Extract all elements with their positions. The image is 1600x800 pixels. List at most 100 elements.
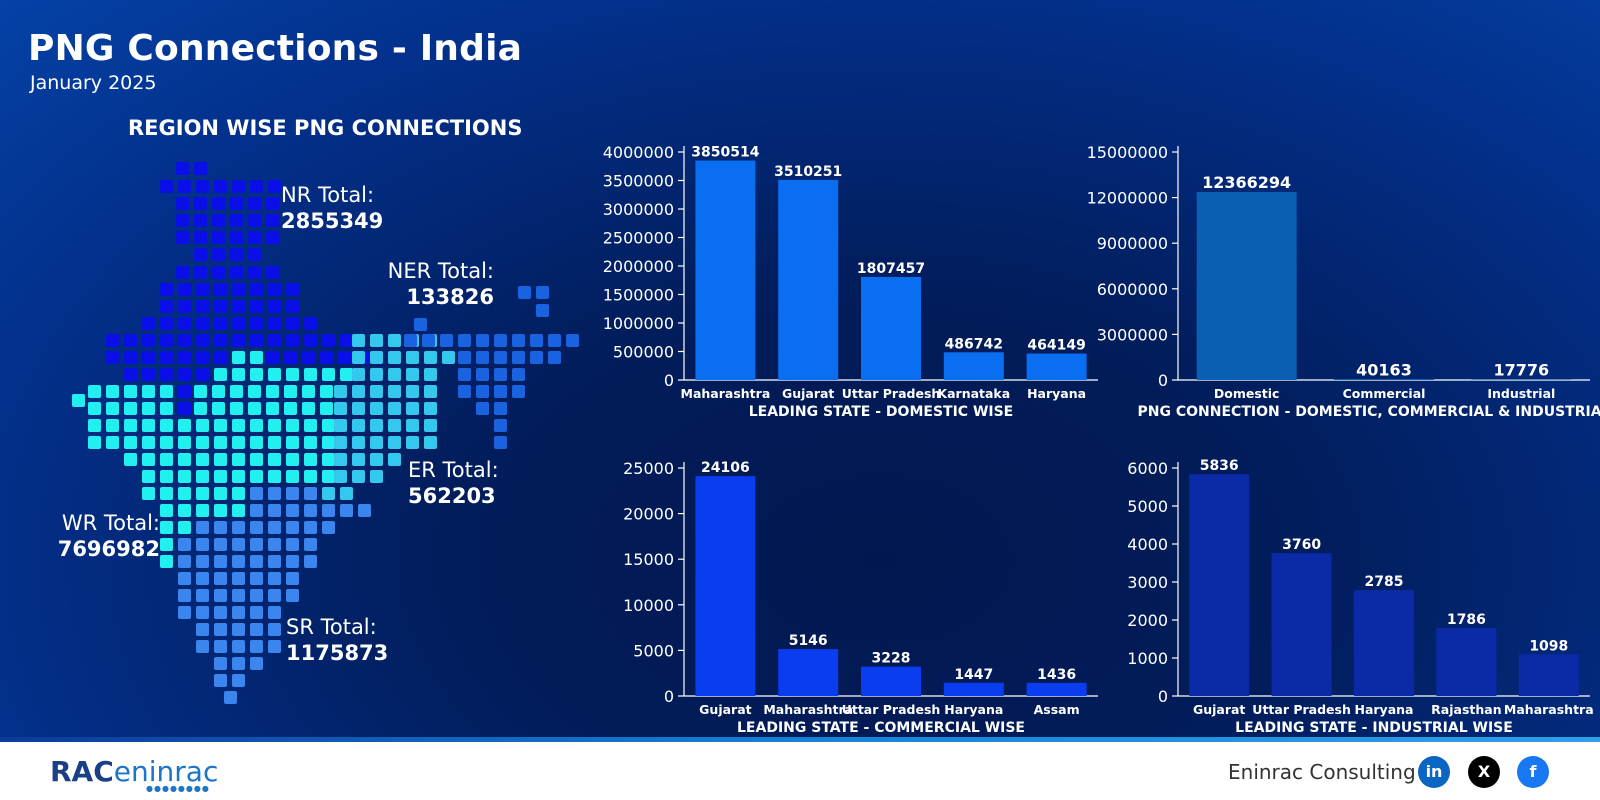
map-tile — [476, 385, 489, 398]
map-tile — [268, 555, 281, 568]
map-tile — [304, 368, 317, 381]
y-tick-label: 2000000 — [603, 257, 674, 276]
map-tile — [268, 436, 281, 449]
map-tile — [88, 419, 101, 432]
map-tile — [268, 606, 281, 619]
map-tile — [232, 419, 245, 432]
map-tile — [536, 304, 549, 317]
map-tile — [458, 385, 471, 398]
map-tile — [224, 691, 237, 704]
map-tile — [250, 317, 263, 330]
map-tile — [530, 334, 543, 347]
map-tile — [72, 394, 85, 407]
map-tile — [232, 504, 245, 517]
bar — [1189, 474, 1250, 696]
map-tile — [388, 385, 401, 398]
map-tile — [352, 419, 365, 432]
y-tick-label: 2500000 — [603, 229, 674, 248]
data-label: 5836 — [1200, 458, 1239, 474]
map-tile — [106, 402, 119, 415]
map-tile — [232, 368, 245, 381]
map-tile — [286, 589, 299, 602]
y-tick-label: 500000 — [613, 343, 674, 362]
map-tile — [232, 180, 245, 193]
y-tick-label: 3000000 — [603, 200, 674, 219]
map-tile — [352, 470, 365, 483]
map-tile — [196, 538, 209, 551]
category-label: Karnataka — [937, 386, 1010, 401]
map-tile — [178, 334, 191, 347]
footer-accent-line — [0, 737, 1600, 742]
map-tile — [388, 368, 401, 381]
map-tile — [160, 334, 173, 347]
map-tile — [194, 197, 207, 210]
map-tile — [106, 385, 119, 398]
map-tile — [214, 436, 227, 449]
map-tile — [214, 623, 227, 636]
map-tile — [178, 589, 191, 602]
map-tile — [142, 351, 155, 364]
map-tile — [212, 385, 225, 398]
map-tile — [248, 214, 261, 227]
map-tile — [370, 453, 383, 466]
map-tile — [530, 351, 543, 364]
map-tile — [142, 385, 155, 398]
map-tile — [512, 351, 525, 364]
y-tick-label: 9000000 — [1097, 234, 1168, 253]
map-tile — [494, 402, 507, 415]
map-tile — [178, 538, 191, 551]
map-tile — [214, 283, 227, 296]
data-label: 5146 — [789, 633, 828, 649]
data-label: 3228 — [872, 651, 911, 667]
map-tile — [214, 368, 227, 381]
linkedin-icon[interactable]: in — [1418, 756, 1450, 788]
map-tile — [536, 286, 549, 299]
map-tile — [370, 402, 383, 415]
map-tile — [142, 487, 155, 500]
map-tile — [304, 317, 317, 330]
map-tile — [178, 606, 191, 619]
map-tile — [212, 214, 225, 227]
map-tile — [406, 402, 419, 415]
map-tile — [334, 453, 347, 466]
map-tile — [334, 436, 347, 449]
map-tile — [230, 214, 243, 227]
bar — [1354, 590, 1414, 696]
map-tile — [268, 419, 281, 432]
map-tile — [286, 555, 299, 568]
map-tile — [266, 351, 279, 364]
map-tile — [196, 453, 209, 466]
map-tile — [196, 436, 209, 449]
map-tile — [352, 453, 365, 466]
facebook-icon[interactable]: f — [1517, 756, 1549, 788]
y-tick-label: 12000000 — [1087, 189, 1168, 208]
map-tile — [124, 453, 137, 466]
map-tile — [250, 504, 263, 517]
y-tick-label: 4000 — [1127, 535, 1168, 554]
map-tile — [388, 351, 401, 364]
y-tick-label: 0 — [1158, 687, 1168, 706]
x-icon[interactable]: X — [1468, 756, 1500, 788]
map-tile — [266, 385, 279, 398]
map-tile — [388, 419, 401, 432]
map-tile — [160, 504, 173, 517]
bar — [1334, 379, 1434, 380]
map-tile — [214, 504, 227, 517]
map-tile — [196, 521, 209, 534]
map-tile — [196, 487, 209, 500]
map-tile — [160, 180, 173, 193]
map-tile — [160, 300, 173, 313]
map-tile — [322, 504, 335, 517]
map-tile — [250, 436, 263, 449]
data-label: 1786 — [1447, 612, 1486, 628]
map-tile — [250, 368, 263, 381]
category-label: Domestic — [1214, 386, 1280, 401]
map-tile — [196, 589, 209, 602]
map-tile — [160, 436, 173, 449]
page-title: PNG Connections - India — [28, 28, 523, 69]
map-tile — [88, 436, 101, 449]
map-tile — [352, 368, 365, 381]
map-tile — [214, 453, 227, 466]
map-tile — [142, 453, 155, 466]
map-tile — [304, 487, 317, 500]
